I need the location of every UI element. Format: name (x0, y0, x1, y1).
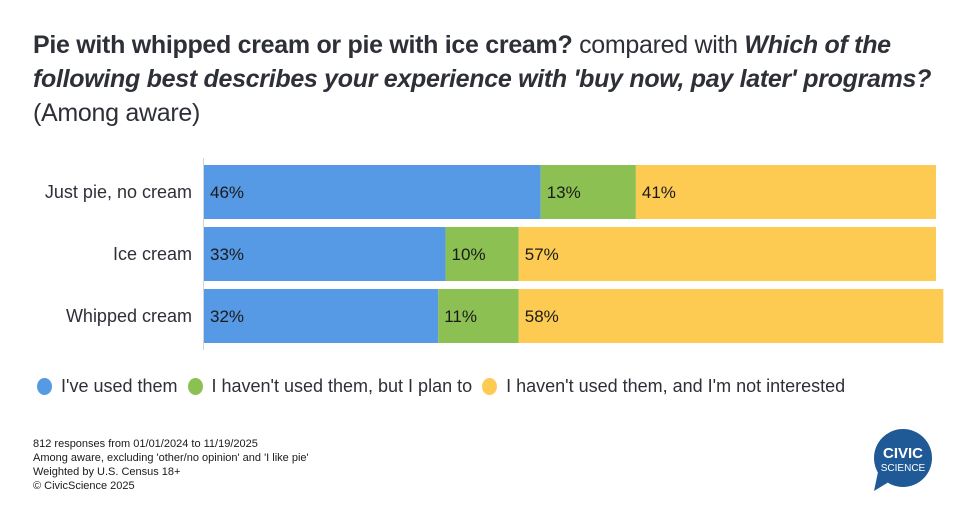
title-question-1: Pie with whipped cream or pie with ice c… (33, 31, 573, 59)
legend-label: I haven't used them, and I'm not interes… (506, 376, 846, 396)
bar-segment (204, 165, 541, 219)
value-label: 58% (525, 307, 559, 326)
logo-text-civic: CIVIC (883, 445, 923, 462)
value-label: 11% (444, 307, 477, 326)
footnote-copyright: © CivicScience 2025 (33, 480, 135, 492)
bar-segment (540, 165, 636, 219)
value-label: 57% (525, 245, 559, 264)
legend-label: I've used them (61, 376, 178, 396)
legend-dot-icon (37, 378, 52, 395)
legend-dot-icon (482, 378, 498, 395)
bar-segment (635, 165, 936, 219)
bar-segment (438, 289, 519, 343)
legend-item-used: I've used them (37, 376, 178, 397)
civicscience-logo: CIVIC SCIENCE (874, 429, 932, 491)
legend-dot-icon (187, 378, 203, 395)
value-label: 46% (210, 183, 244, 202)
bar-segment (445, 227, 519, 281)
value-label: 32% (210, 307, 244, 326)
title-qualifier: (Among aware) (33, 99, 200, 127)
stacked-bar-chart: Just pie, no cream 46% 13% 41% Ice cream 33% 1… (45, 158, 944, 350)
footnote-responses: 812 responses from 01/01/2024 to 11/19/2… (33, 438, 258, 450)
title-question-2: Which of the following best describes yo… (33, 31, 932, 93)
legend: I've used them I haven't used them, but … (37, 376, 855, 397)
legend-item-not-interested: I haven't used them, and I'm not interes… (482, 376, 845, 397)
category-label: Just pie, no cream (45, 182, 192, 202)
footnote-exclusions: Among aware, excluding 'other/no opinion… (33, 452, 309, 464)
bar-segment (518, 227, 936, 281)
category-label: Ice cream (113, 244, 192, 264)
value-label: 41% (642, 183, 676, 202)
value-label: 13% (547, 183, 581, 202)
footnotes: 812 responses from 01/01/2024 to 11/19/2… (33, 437, 309, 493)
bar-segment (204, 227, 446, 281)
title-connector: compared with (572, 31, 745, 59)
value-label: 10% (452, 245, 486, 264)
category-label: Whipped cream (66, 306, 192, 326)
bar-segment (518, 289, 944, 343)
footnote-weighting: Weighted by U.S. Census 18+ (33, 466, 181, 478)
chart-title: Pie with whipped cream or pie with ice c… (33, 28, 943, 130)
legend-item-plan-to: I haven't used them, but I plan to (187, 376, 473, 397)
value-label: 33% (210, 245, 244, 264)
bar-segment (204, 289, 439, 343)
legend-label: I haven't used them, but I plan to (211, 376, 473, 396)
logo-text-science: SCIENCE (881, 463, 926, 474)
